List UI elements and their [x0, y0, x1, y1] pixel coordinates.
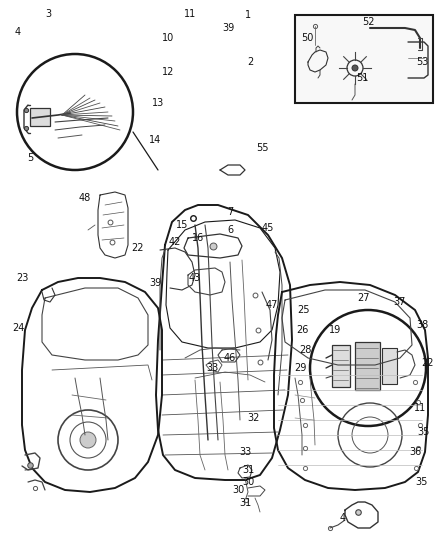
Text: 15: 15 [176, 220, 188, 230]
Text: 35: 35 [416, 477, 428, 487]
Text: 39: 39 [149, 278, 161, 288]
Text: 26: 26 [296, 325, 308, 335]
Bar [382, 348, 397, 384]
Text: 16: 16 [192, 233, 204, 243]
Text: 1: 1 [245, 10, 251, 20]
Bar [355, 342, 380, 390]
Text: 30: 30 [242, 477, 254, 487]
Text: 55: 55 [256, 143, 268, 153]
Text: 33: 33 [206, 363, 218, 373]
Text: 5: 5 [27, 153, 33, 163]
Text: 39: 39 [222, 23, 234, 33]
Circle shape [352, 65, 358, 71]
Text: 31: 31 [242, 465, 254, 475]
Text: 45: 45 [262, 223, 274, 233]
Bar [332, 345, 350, 387]
Text: 22: 22 [422, 358, 434, 368]
Text: 13: 13 [152, 98, 164, 108]
Text: 25: 25 [297, 305, 309, 315]
Text: 36: 36 [409, 447, 421, 457]
Text: 4: 4 [340, 513, 346, 523]
Text: 11: 11 [184, 9, 196, 19]
Text: 29: 29 [294, 363, 306, 373]
Text: 46: 46 [224, 353, 236, 363]
Text: 4: 4 [15, 27, 21, 37]
Text: 50: 50 [301, 33, 313, 43]
Text: 28: 28 [299, 345, 311, 355]
Text: 43: 43 [189, 273, 201, 283]
Text: 47: 47 [266, 300, 278, 310]
Text: 33: 33 [239, 447, 251, 457]
Text: 48: 48 [79, 193, 91, 203]
Text: 53: 53 [416, 57, 428, 67]
Text: 6: 6 [227, 225, 233, 235]
Circle shape [80, 432, 96, 448]
Text: 19: 19 [329, 325, 341, 335]
Text: 24: 24 [12, 323, 24, 333]
Text: 3: 3 [45, 9, 51, 19]
Bar [295, 15, 433, 103]
Text: 30: 30 [232, 485, 244, 495]
Text: 38: 38 [416, 320, 428, 330]
Text: 11: 11 [414, 403, 426, 413]
Text: 52: 52 [362, 17, 374, 27]
Text: 35: 35 [418, 427, 430, 437]
Text: 37: 37 [394, 297, 406, 307]
Text: 7: 7 [227, 207, 233, 217]
Text: 22: 22 [132, 243, 144, 253]
Text: 27: 27 [357, 293, 369, 303]
Text: 10: 10 [162, 33, 174, 43]
Text: 31: 31 [239, 498, 251, 508]
Text: 12: 12 [162, 67, 174, 77]
Text: 42: 42 [169, 237, 181, 247]
Text: 32: 32 [247, 413, 259, 423]
Bar [30, 108, 50, 126]
Text: 51: 51 [356, 73, 368, 83]
Text: 23: 23 [16, 273, 28, 283]
Text: 2: 2 [247, 57, 253, 67]
Text: 14: 14 [149, 135, 161, 145]
